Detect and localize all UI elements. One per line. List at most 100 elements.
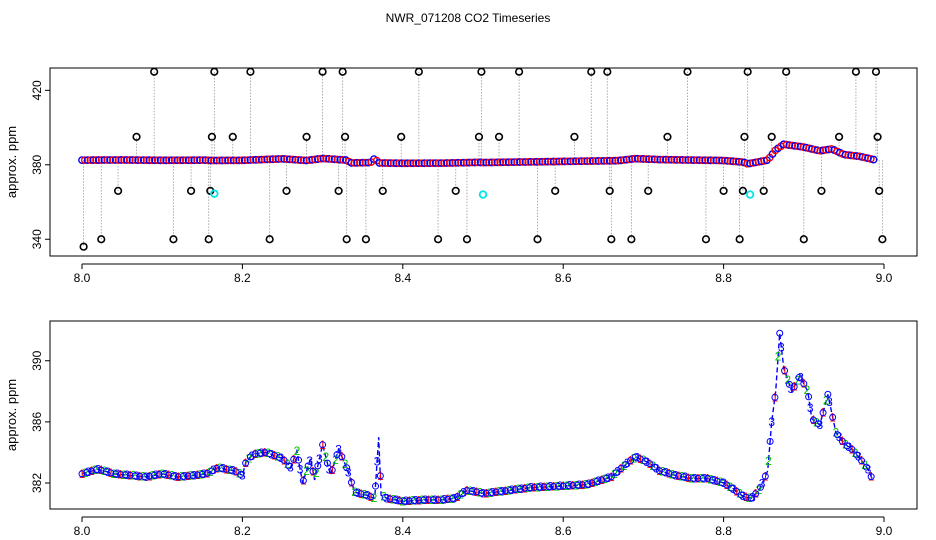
outlier-point [397, 132, 406, 141]
data-point [294, 156, 303, 164]
data-point [597, 156, 606, 165]
point-marker: 1 [733, 484, 740, 498]
data-point [791, 141, 799, 150]
data-point [389, 159, 398, 168]
point-marker: 1 [396, 494, 403, 508]
data-point [275, 453, 283, 461]
data-point [646, 460, 654, 468]
data-point [622, 155, 631, 164]
data-point [398, 159, 406, 168]
x-tick-label: 8.0 [74, 271, 91, 285]
data-point [111, 156, 120, 164]
point-marker: 1 [829, 410, 836, 424]
point-marker: 1 [387, 492, 394, 506]
data-point [246, 156, 255, 164]
data-point [243, 156, 252, 165]
data-point [761, 472, 769, 480]
point-marker: 2 [602, 472, 609, 486]
data-point [274, 155, 283, 163]
data-point [381, 159, 390, 167]
point-marker: 3 [643, 455, 650, 469]
data-point [743, 159, 752, 168]
data-point [134, 156, 143, 165]
data-point [167, 156, 176, 165]
data-point [94, 156, 103, 164]
data-point [260, 155, 269, 164]
data-point [251, 450, 259, 458]
data-point [708, 476, 716, 484]
data-point [405, 497, 413, 505]
panel-top-axes: 8.0 8.2 8.4 8.6 8.8 9.0 340 380 420 [30, 80, 893, 285]
data-point [468, 487, 476, 495]
data-point [179, 156, 187, 165]
data-point [656, 155, 665, 164]
outlier-point [878, 235, 887, 244]
data-point [330, 155, 339, 164]
outlier-point [132, 132, 141, 141]
data-point [131, 472, 139, 480]
point-marker: 2 [313, 466, 320, 480]
data-point [242, 459, 250, 467]
y-tick-label: 340 [30, 229, 44, 249]
data-point [572, 157, 580, 166]
data-point [80, 156, 89, 165]
panel-bottom-data: 1231231231231231231231231231231231231231… [78, 329, 875, 508]
point-marker: 1 [675, 469, 682, 483]
x-tick-label: 9.0 [876, 524, 893, 538]
outlier-point [477, 67, 486, 76]
data-point [125, 156, 134, 164]
data-point [487, 489, 495, 497]
data-point [448, 159, 457, 167]
x-tick-label: 8.2 [234, 524, 251, 538]
data-point [426, 159, 434, 168]
point-marker: 2 [640, 453, 647, 467]
data-point [358, 158, 367, 167]
data-point [628, 155, 637, 163]
point-marker: 2 [804, 383, 811, 397]
point-marker: 2 [207, 465, 214, 479]
data-point [400, 497, 408, 505]
data-point [465, 158, 474, 167]
data-point [655, 467, 663, 475]
point-marker: 2 [351, 485, 358, 499]
data-point [362, 491, 370, 499]
data-point [723, 481, 731, 489]
data-point [350, 158, 359, 167]
point-marker: 1 [252, 447, 259, 461]
outlier-point [338, 67, 347, 76]
data-point [521, 158, 530, 166]
data-point [268, 155, 277, 164]
data-point [195, 156, 204, 165]
point-marker: 3 [374, 455, 381, 469]
highlight-point [478, 190, 488, 199]
y-tick-label: 390 [30, 350, 44, 370]
point-marker: 3 [720, 476, 727, 490]
data-point [319, 154, 328, 163]
data-point [506, 486, 514, 494]
data-point [437, 159, 446, 168]
data-point [704, 156, 712, 165]
data-point [850, 151, 858, 160]
data-point [650, 155, 659, 164]
data-point [187, 156, 196, 165]
point-marker: 1 [136, 469, 143, 483]
data-point [449, 495, 457, 503]
outlier-point [738, 186, 747, 195]
point-marker: 1 [512, 483, 519, 497]
data-point [431, 159, 440, 168]
data-point [218, 156, 227, 165]
point-marker: 2 [650, 459, 657, 473]
outlier-point [210, 67, 219, 76]
data-point [588, 157, 597, 165]
data-point [622, 461, 630, 469]
data-point [193, 156, 201, 165]
point-marker: 3 [297, 462, 304, 476]
point-marker: 1 [156, 467, 163, 481]
point-marker: 1 [79, 467, 86, 481]
data-point [313, 155, 322, 163]
data-point [766, 437, 774, 445]
point-marker: 2 [842, 437, 849, 451]
data-point [256, 449, 264, 457]
data-point [788, 141, 797, 150]
data-point [496, 158, 505, 167]
